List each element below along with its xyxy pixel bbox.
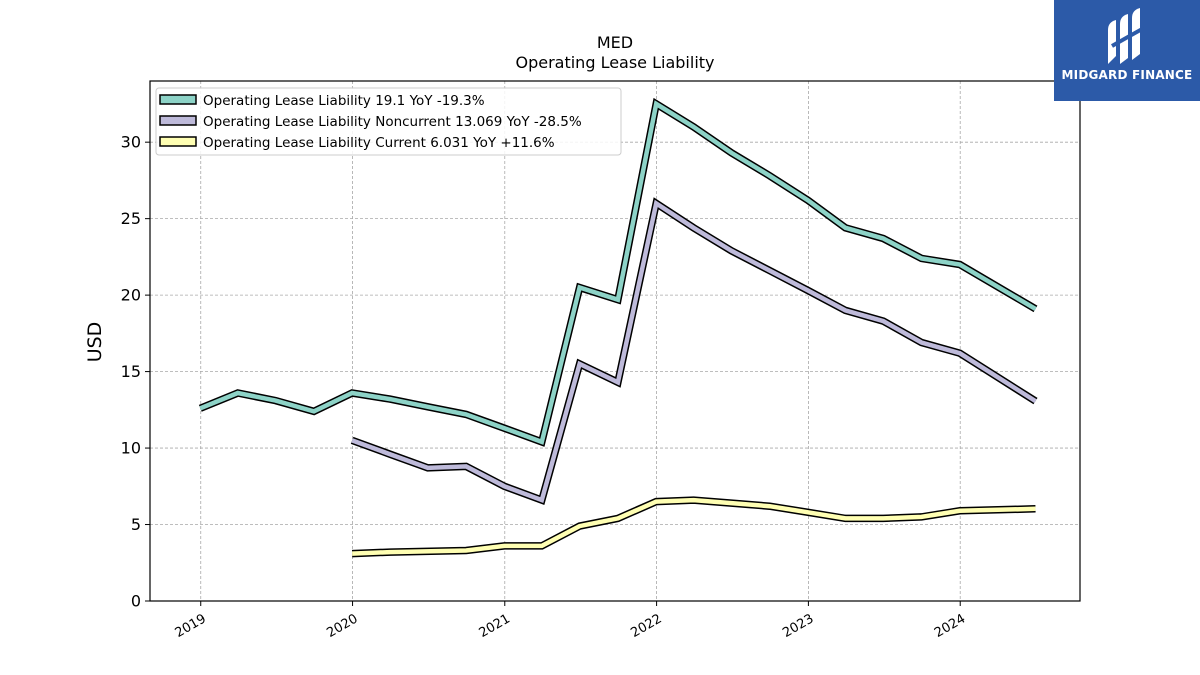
legend-label: Operating Lease Liability 19.1 YoY -19.3…: [203, 93, 485, 109]
series-line: [352, 497, 1036, 556]
y-tick-label: 0: [131, 592, 141, 611]
legend-swatch: [159, 136, 197, 147]
midgard-finance-logo: MIDGARD FINANCE: [1054, 0, 1200, 101]
y-axis: 0 5 10 15 20 25 30: [121, 133, 150, 611]
series-line-outline: [351, 496, 1036, 558]
plot-frame: [149, 80, 1081, 602]
y-tick-label: 10: [121, 439, 141, 458]
x-tick-label: 2023: [780, 611, 816, 641]
series-line: [199, 100, 1037, 445]
x-tick-label: 2020: [324, 611, 360, 641]
y-axis-label: USD: [84, 322, 106, 363]
x-axis: 2019 2020 2021 2022 2023 2024: [173, 601, 968, 641]
legend-swatch: [159, 94, 197, 105]
y-tick-label: 30: [121, 133, 141, 152]
logo-text: MIDGARD FINANCE: [1061, 68, 1193, 82]
x-tick-label: 2019: [173, 611, 209, 641]
series-line-outline: [350, 197, 1038, 506]
chart-subtitle: Operating Lease Liability: [515, 53, 714, 72]
grid: [150, 81, 1080, 601]
series-line: [351, 199, 1037, 504]
legend: Operating Lease Liability 19.1 YoY -19.3…: [155, 87, 622, 156]
y-tick-label: 25: [121, 209, 141, 228]
x-tick-label: 2021: [477, 611, 513, 641]
x-tick-label: 2024: [932, 611, 968, 641]
legend-label: Operating Lease Liability Current 6.031 …: [203, 135, 555, 151]
y-tick-label: 15: [121, 362, 141, 381]
legend-box: [155, 87, 622, 156]
legend-label: Operating Lease Liability Noncurrent 13.…: [203, 114, 582, 130]
series-lines: [198, 97, 1038, 558]
y-tick-label: 5: [131, 515, 141, 534]
logo-mark-icon: [1108, 8, 1145, 64]
legend-swatch: [159, 115, 197, 126]
chart-title: MED: [597, 33, 633, 52]
y-tick-label: 20: [121, 286, 141, 305]
x-tick-label: 2022: [628, 611, 664, 641]
